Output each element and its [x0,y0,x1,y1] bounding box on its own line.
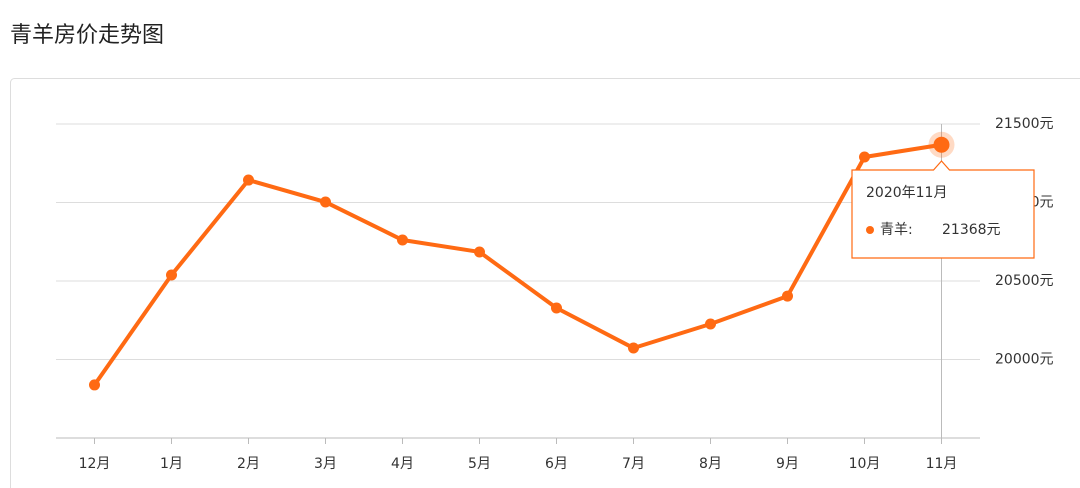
point [320,196,331,208]
point [859,151,870,163]
x-tick-label: 2月 [237,456,260,472]
x-tick-label: 10月 [849,456,881,472]
tooltip-box [851,160,1035,259]
tooltip-series: 青羊: [880,222,913,238]
card [10,78,1080,488]
point [705,318,716,330]
x-tick-label: 11月 [926,456,958,472]
tooltip-dot [866,226,874,234]
point [551,302,562,314]
x-tick-label: 8月 [699,456,722,472]
y-tick-label: 20500元 [995,273,1054,289]
point [628,342,639,354]
x-tick-label: 5月 [468,456,491,472]
x-tick-label: 4月 [391,456,414,472]
y-tick-label: 20000元 [995,352,1054,368]
x-tick-label: 3月 [314,456,337,472]
x-tick-label: 9月 [776,456,799,472]
y-tick-label: 21500元 [995,116,1054,132]
point [397,234,408,246]
x-tick-label: 1月 [160,456,183,472]
point [933,136,950,153]
point [89,379,100,391]
tooltip-value: 21368元 [942,222,1001,238]
point [166,269,177,281]
x-tick-label: 12月 [79,456,111,472]
x-tick-label: 6月 [545,456,568,472]
series-line [92,142,942,387]
point [782,290,793,302]
x-tick-label: 7月 [622,456,645,472]
point [243,174,254,186]
tooltip-title: 2020年11月 [866,185,947,201]
chart-title: 青羊房价走势图 [10,23,164,48]
point [474,246,485,258]
